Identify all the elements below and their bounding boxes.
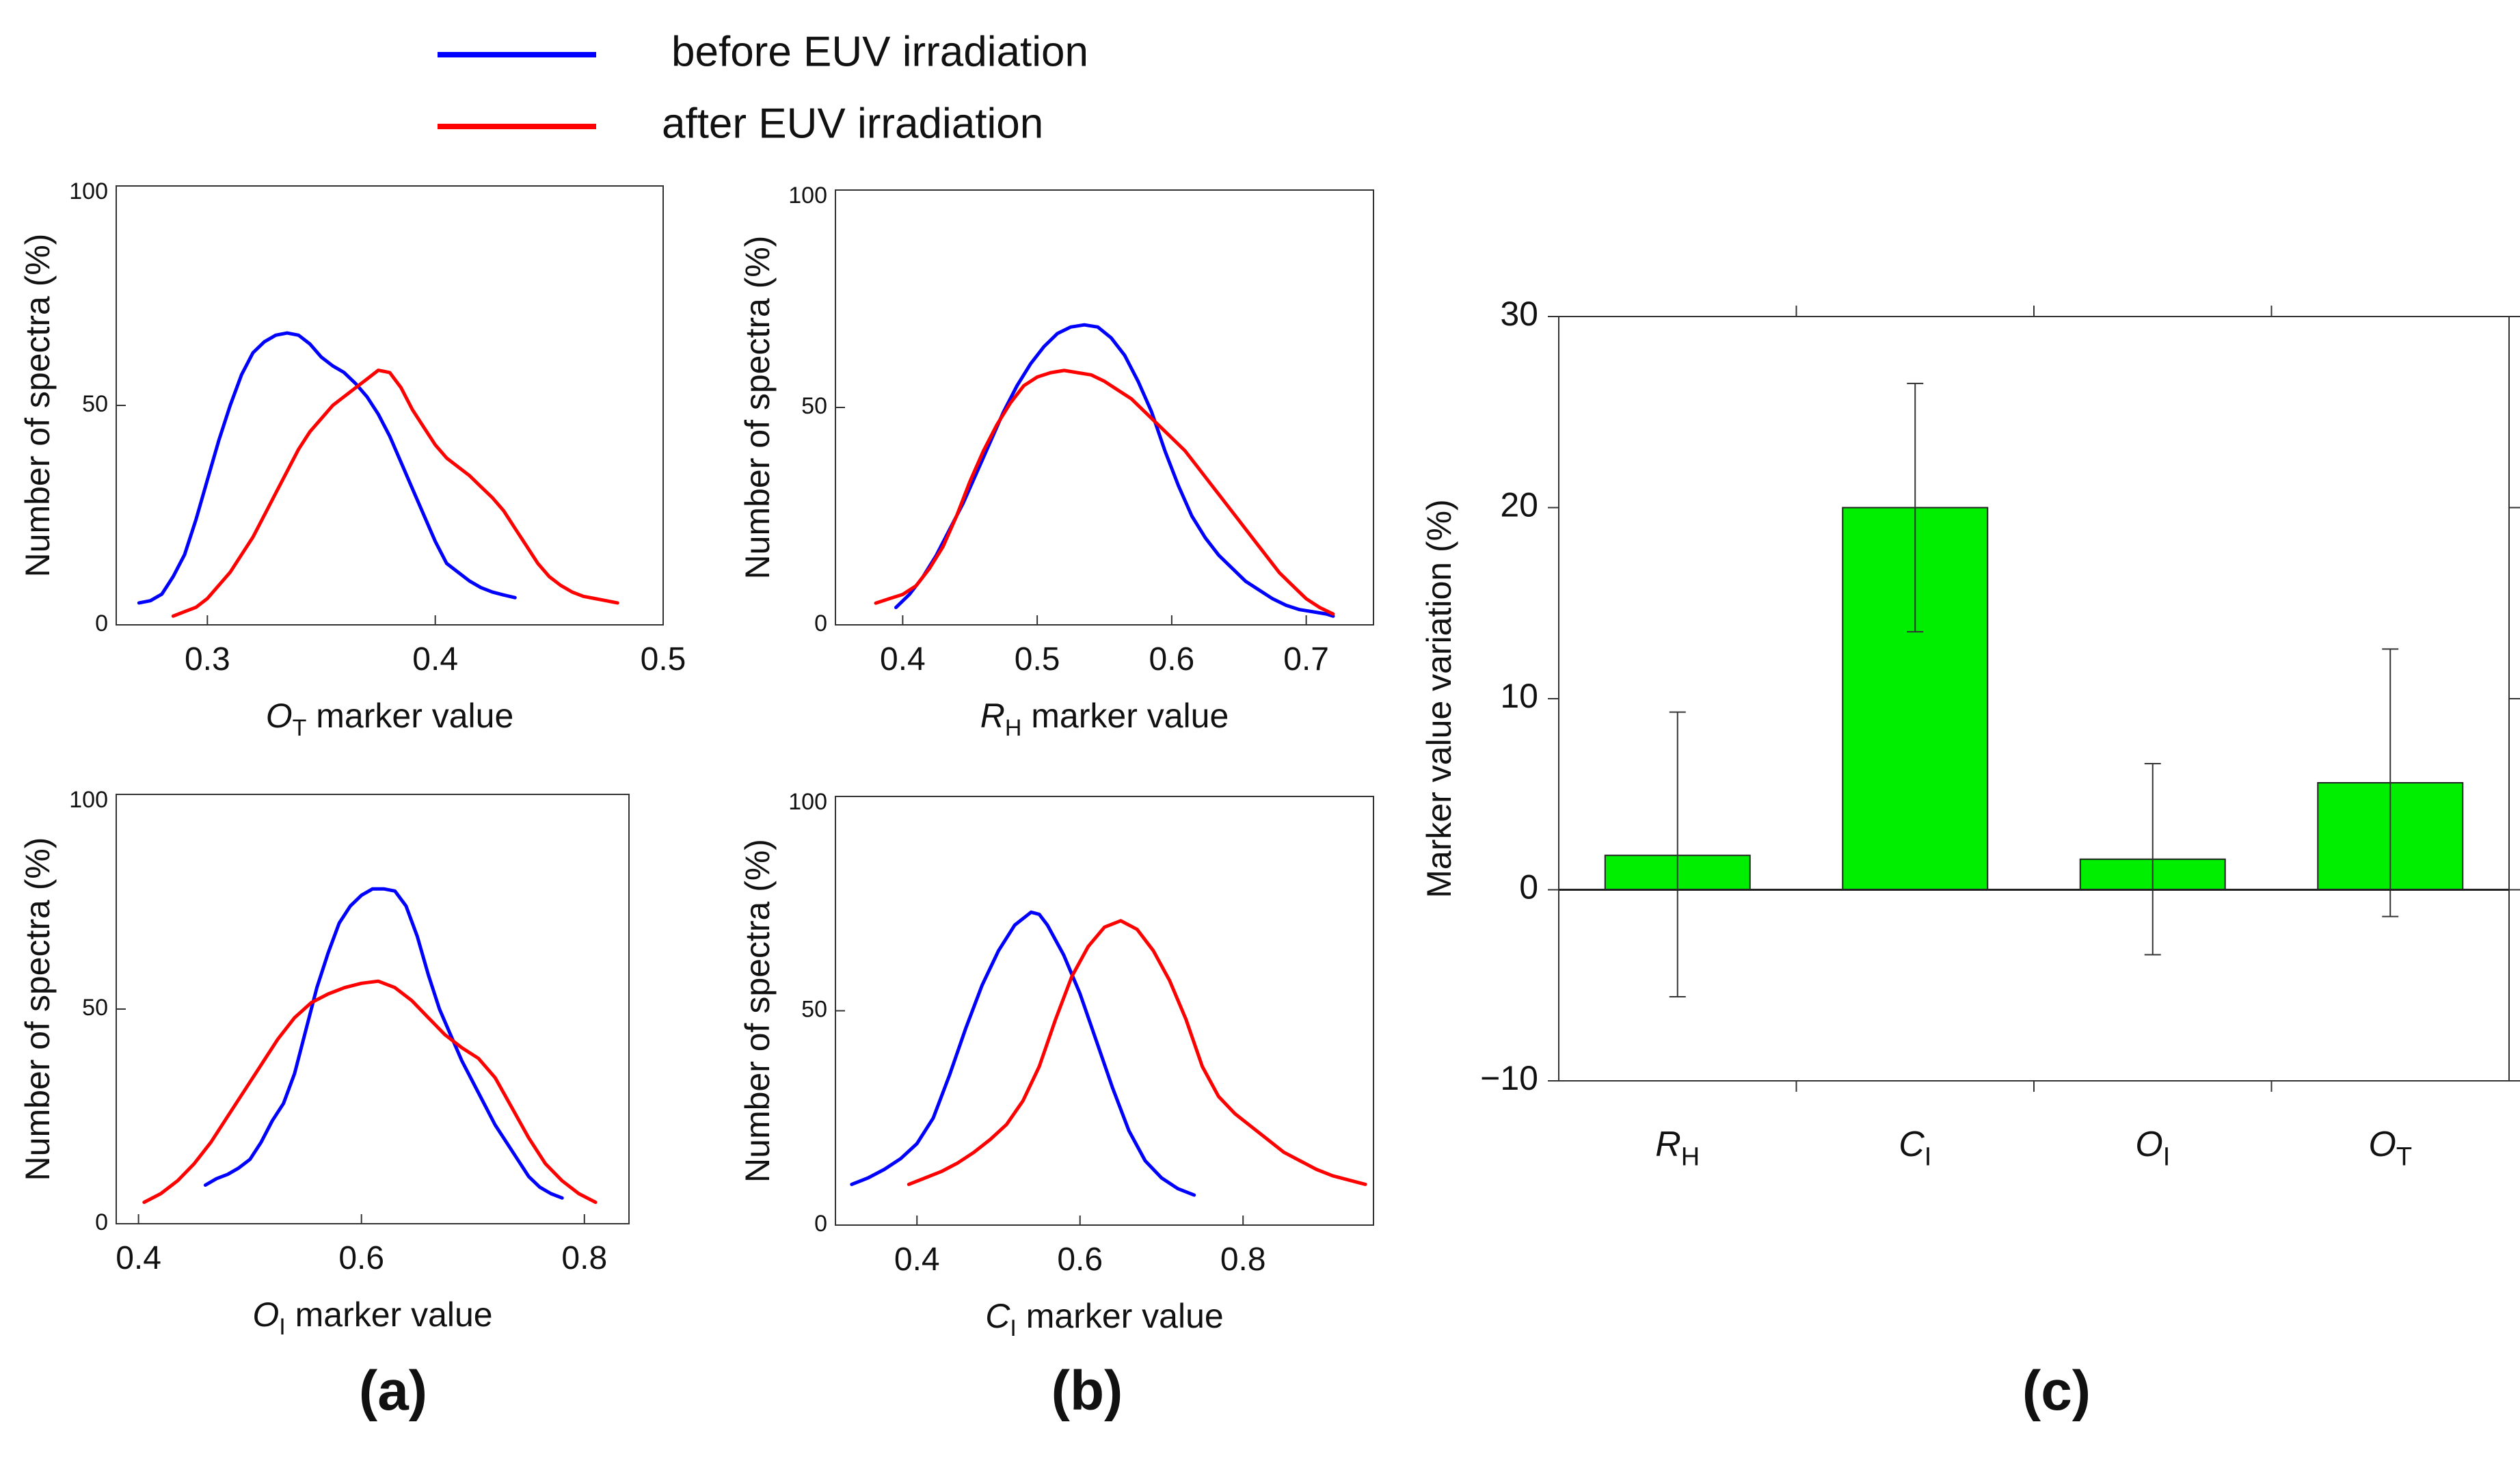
y-tick-label: 0 <box>814 1211 827 1237</box>
plot-frame <box>116 185 664 626</box>
y-tick-label: 0 <box>814 610 827 636</box>
y-axis-label: Marker value variation (%) <box>1420 499 1458 898</box>
y-tick-label: 20 <box>1500 486 1538 524</box>
y-tick-label: 100 <box>788 789 827 815</box>
y-tick-label: 50 <box>82 391 108 417</box>
chart-ci-distribution: 0 50 100 0.4 0.6 0.8 Number of spectra (%) CI m… <box>738 789 1374 1341</box>
panel-label-b: (b) <box>1051 1360 1123 1422</box>
y-tick-label: 100 <box>788 183 827 209</box>
y-axis-label: Number of spectra (%) <box>18 837 57 1181</box>
x-tick-label: 0.4 <box>894 1241 940 1278</box>
y-tick-label: 0 <box>95 610 108 636</box>
series-line-before <box>894 323 1335 618</box>
y-tick-label: 0 <box>95 1209 108 1235</box>
category-label: OI <box>2135 1125 2170 1171</box>
series-line-before <box>203 887 564 1200</box>
series-line-after <box>142 979 598 1205</box>
y-tick-label: 0 <box>1519 868 1538 907</box>
chart-ot-distribution: 0 50 100 0.3 0.4 0.5 Number of spectra (%) OT m… <box>18 178 686 741</box>
x-tick-label: 0.3 <box>185 641 230 677</box>
series-line-after <box>907 919 1367 1186</box>
x-axis-label: OI marker value <box>252 1296 492 1340</box>
x-tick-label: 0.8 <box>561 1240 607 1276</box>
x-tick-label: 0.4 <box>116 1240 161 1276</box>
y-tick-label: 50 <box>801 996 827 1022</box>
x-tick-label: 0.5 <box>641 641 686 677</box>
plot-frame <box>1558 316 2510 1082</box>
y-axis-label: Number of spectra (%) <box>18 234 57 578</box>
panel-label-a: (a) <box>359 1360 427 1422</box>
plot-frame <box>116 794 630 1224</box>
x-tick-label: 0.4 <box>412 641 458 677</box>
y-tick-label: 50 <box>82 995 108 1021</box>
chart-rh-distribution: 0 50 100 0.4 0.5 0.6 0.7 Number of spectra (%) R… <box>738 183 1374 741</box>
x-tick-label: 0.4 <box>880 641 926 677</box>
x-tick-label: 0.8 <box>1220 1241 1266 1278</box>
y-tick-label: −10 <box>1480 1059 1538 1097</box>
x-tick-label: 0.5 <box>1015 641 1060 677</box>
chart-oi-distribution: 0 50 100 0.4 0.6 0.8 Number of spectra (%) OI m… <box>18 787 630 1340</box>
y-tick-label: 100 <box>69 787 108 813</box>
legend-label-before: before EUV irradiation <box>671 28 1088 75</box>
y-tick-label: 100 <box>69 178 108 204</box>
x-axis-label: OT marker value <box>266 697 514 741</box>
y-tick-label: 30 <box>1500 295 1538 333</box>
plot-frame <box>835 189 1374 626</box>
x-tick-label: 0.7 <box>1283 641 1329 677</box>
legend-label-after: after EUV irradiation <box>662 100 1043 147</box>
x-tick-label: 0.6 <box>1149 641 1195 677</box>
x-axis-label: RH marker value <box>980 697 1229 741</box>
category-label: RH <box>1655 1125 1700 1171</box>
series-line-after <box>874 368 1335 616</box>
y-tick-label: 10 <box>1500 677 1538 715</box>
category-label: CI <box>1899 1125 1931 1171</box>
legend: before EUV irradiation after EUV irradia… <box>438 28 1088 147</box>
series-line-after <box>171 368 619 618</box>
series-line-before <box>137 331 517 605</box>
series-line-before <box>850 910 1196 1197</box>
x-axis-label: CI marker value <box>985 1297 1223 1341</box>
x-tick-label: 0.6 <box>338 1240 384 1276</box>
chart-marker-variation: −10 0 10 20 30 Marker value variation (%) RH CI… <box>1420 295 2520 1171</box>
plot-frame <box>835 796 1374 1226</box>
x-tick-label: 0.6 <box>1057 1241 1103 1278</box>
y-axis-label: Number of spectra (%) <box>738 839 777 1183</box>
y-tick-label: 50 <box>801 393 827 419</box>
y-axis-label: Number of spectra (%) <box>738 236 777 580</box>
category-label: OT <box>2368 1125 2412 1171</box>
panel-label-c: (c) <box>2022 1360 2091 1422</box>
